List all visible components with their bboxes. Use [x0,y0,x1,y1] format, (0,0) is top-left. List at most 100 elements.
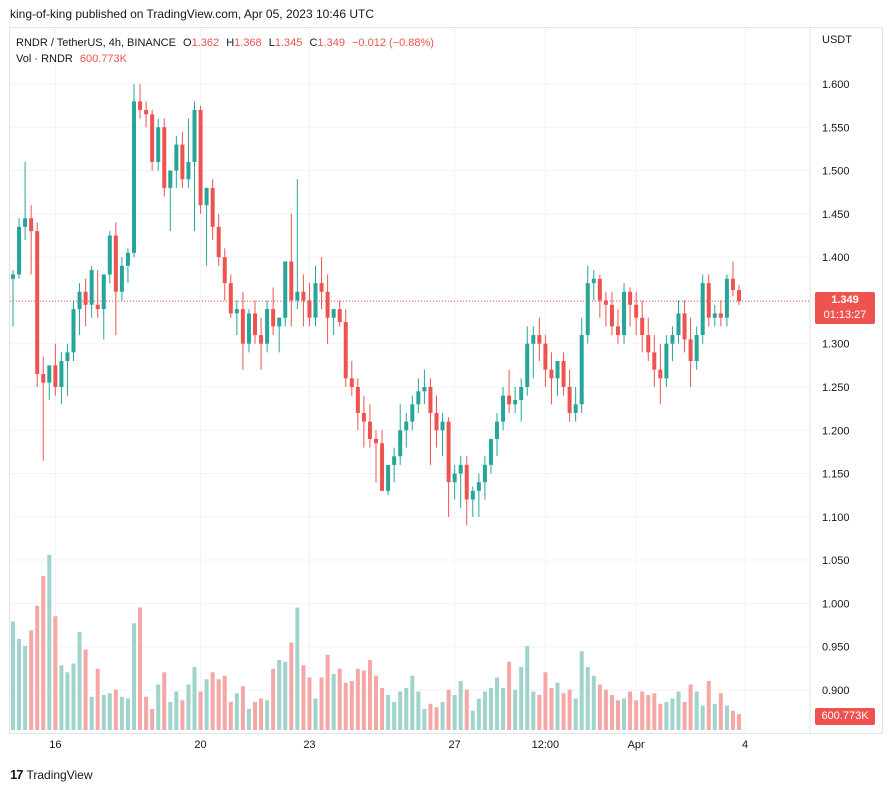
volume-bar [71,663,76,730]
x-tick-label: 20 [194,739,206,751]
volume-bar [361,670,366,730]
volume-bar [186,684,191,730]
candle-body [174,144,179,171]
candle-body [603,300,608,305]
volume-bar [549,688,554,730]
candle-body [204,187,209,206]
volume-bar [41,576,46,730]
volume-bar [222,675,227,730]
y-tick-label: 1.000 [822,598,850,610]
volume-label[interactable]: Vol · RNDR [16,53,73,65]
candle-body [434,412,439,431]
currency-label[interactable]: USDT [822,34,852,46]
candle-body [567,386,572,413]
volume-bar [495,677,499,730]
volume-bar [670,698,675,730]
x-tick-label: 12:00 [532,739,560,751]
volume-bar [434,707,439,730]
candle-body [688,339,693,362]
symbol-label[interactable]: RNDR / TetherUS, 4h, BINANCE [16,37,176,49]
candle-body [307,300,312,318]
volume-bar [573,698,578,730]
candle-body [301,291,306,301]
candle-body [640,317,645,336]
volume-bar [658,703,663,730]
volume-bar [17,639,22,730]
candle-body [53,365,58,387]
y-tick-label: 1.250 [822,382,850,394]
y-tick-label: 1.300 [822,339,850,351]
volume-bar [591,675,596,730]
volume-bar [622,698,627,730]
candle-body [422,386,427,392]
candle-body [488,438,493,465]
volume-bar [77,632,82,730]
candle-body [555,361,560,379]
y-tick-label: 0.950 [822,642,850,654]
y-tick-label: 1.450 [822,209,850,221]
candle-body [113,235,118,292]
volume-bar [95,668,100,730]
volume-bar [101,695,106,730]
candle-body [440,421,445,431]
volume-bar [688,684,693,730]
x-tick-label: 4 [742,739,748,751]
candle-body [464,464,469,500]
candle-body [561,361,566,387]
candle-body [355,386,360,413]
candle-body [410,404,415,422]
candle-body [712,313,717,318]
candle-body [652,352,657,370]
volume-bar [646,695,651,730]
volume-bar [283,661,288,730]
candle-body [646,335,651,353]
volume-bar [53,616,58,730]
candle-body [507,395,512,405]
volume-bar [531,691,536,730]
candle-body [682,313,687,340]
candle-body [664,343,669,379]
candle-body [537,335,542,344]
candle-body [380,443,385,491]
volume-bar [446,689,451,730]
candle-body [17,226,22,275]
volume-bar [162,672,167,730]
candle-body [501,395,506,422]
candle-body [77,291,82,310]
chart-frame[interactable] [9,27,883,734]
volume-bar [561,693,566,730]
candle-body [622,291,627,336]
tradingview-logo[interactable]: 17 TradingView [10,767,93,782]
low-value: 1.345 [274,37,303,49]
volume-bar [682,702,687,730]
candle-body [367,421,372,439]
volume-bar [476,698,481,730]
candle-body [168,170,173,188]
candle-body [71,309,76,353]
volume-bar [11,621,15,730]
candle-body [192,109,197,162]
volume-bar [404,688,409,730]
candle-body [216,226,221,258]
volume-bar [265,700,270,730]
volume-bar [616,700,620,730]
volume-bar [259,698,264,730]
tradingview-logo-icon: 17 [10,767,24,782]
y-tick-label: 1.500 [822,166,850,178]
candle-body [289,261,294,301]
y-tick-label: 1.150 [822,469,850,481]
volume-bar [501,688,506,730]
volume-bar [519,667,524,730]
volume-bar [210,672,215,730]
candle-body [591,278,596,284]
candle-body [392,456,397,465]
candle-body [313,283,318,318]
candle-body [519,386,524,400]
candle-body [259,335,264,344]
candle-body [325,291,330,318]
candle-body [525,343,530,387]
volume-bar [192,667,197,730]
candle-body [23,218,28,227]
volume-bar [603,689,608,730]
